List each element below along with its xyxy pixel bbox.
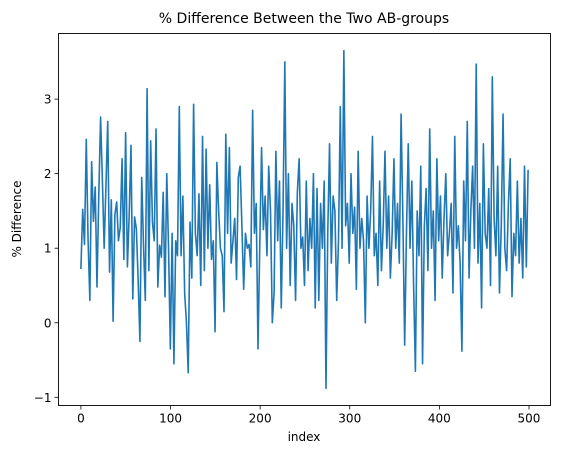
y-axis-label: % Difference xyxy=(10,180,24,257)
y-axis: −1 0 1 2 3 xyxy=(34,93,59,405)
x-tick-label: 200 xyxy=(249,412,272,426)
chart-title: % Difference Between the Two AB-groups xyxy=(159,11,449,27)
x-tick-label: 100 xyxy=(159,412,182,426)
y-tick-label: −1 xyxy=(34,391,52,405)
y-tick-label: 2 xyxy=(44,167,52,181)
series-line-0 xyxy=(80,49,529,390)
y-tick-label: 1 xyxy=(44,242,52,256)
series-layer xyxy=(80,49,529,390)
x-tick-label: 500 xyxy=(518,412,541,426)
plot-frame xyxy=(58,33,551,406)
y-tick-label: 3 xyxy=(44,93,52,107)
x-tick-label: 400 xyxy=(428,412,451,426)
x-tick-label: 300 xyxy=(338,412,361,426)
x-axis-label: index xyxy=(288,430,321,444)
x-tick-label: 0 xyxy=(77,412,85,426)
y-tick-label: 0 xyxy=(44,316,52,330)
x-axis: 0 100 200 300 400 500 xyxy=(77,405,541,426)
